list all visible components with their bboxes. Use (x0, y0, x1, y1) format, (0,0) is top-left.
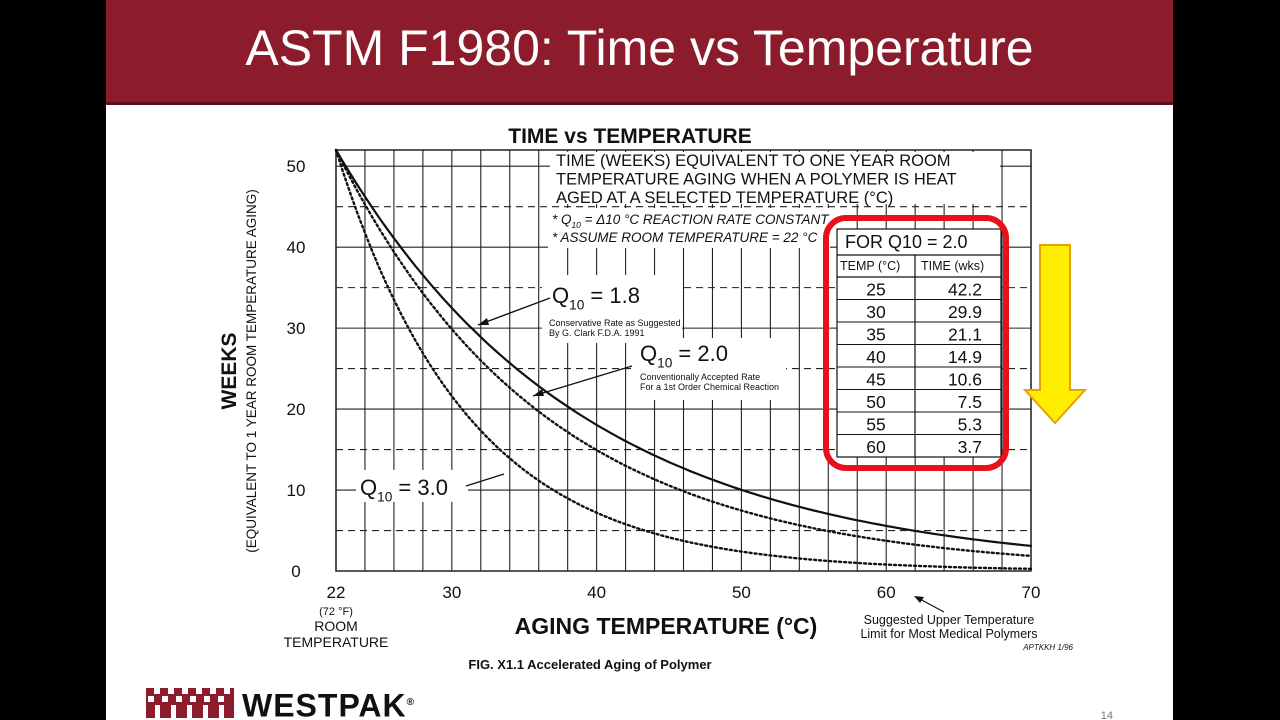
page-number: 14 (1100, 710, 1113, 720)
series-label-box (542, 275, 682, 343)
description-box (550, 152, 1000, 204)
description-line: TIME (WEEKS) EQUIVALENT TO ONE YEAR ROOM (556, 152, 951, 170)
arrow-q20 (532, 365, 633, 397)
y-tick-label: 30 (287, 319, 306, 338)
series-line-1 (334, 148, 1033, 558)
table-cell-time: 14.9 (948, 347, 982, 367)
table-cell-time: 7.5 (958, 392, 982, 412)
chart-annotations: TIME vs TEMPERATURE AGING TEMPERATURE (°C… (218, 125, 1074, 672)
series-label-q18: Q10 = 1.8 (552, 283, 640, 313)
table-cell-temp: 40 (866, 347, 886, 367)
x-tick-label: 22 (327, 583, 346, 602)
table-cell-temp: 45 (866, 370, 885, 390)
figure-caption: FIG. X1.1 Accelerated Aging of Polymer (468, 657, 711, 672)
series-note-q20: Conventionally Accepted Rate (640, 372, 760, 382)
table-cell-time: 29.9 (948, 302, 982, 322)
chart-table: FOR Q10 = 2.0 TEMP (°C) TIME (wks) 25 42.2 30… (823, 215, 1088, 471)
logo-text: WESTPAK® (242, 686, 415, 720)
logo-wordmark: WESTPAK (242, 687, 407, 720)
x-tick-label: 30 (442, 583, 461, 602)
x-room-temp-note: TEMPERATURE (284, 634, 389, 650)
slide: ASTM F1980: Time vs Temperature 22 30 40 50… (106, 0, 1173, 720)
x-tick-label: 40 (587, 583, 606, 602)
arrow-q30 (465, 473, 505, 487)
upper-limit-note: Limit for Most Medical Polymers (860, 627, 1037, 641)
table-cell-time: 10.6 (948, 370, 982, 390)
title-bar: ASTM F1980: Time vs Temperature (106, 0, 1173, 105)
series-label-box (636, 338, 786, 400)
table-cell-time: 3.7 (958, 437, 982, 457)
table-header-temp: TEMP (°C) (840, 259, 900, 273)
upper-limit-note: Suggested Upper Temperature (864, 613, 1035, 627)
assumption-line: * Q10 = Δ10 °C REACTION RATE CONSTANT (552, 212, 830, 230)
arrowhead-q18 (478, 318, 489, 325)
plot-frame (335, 149, 1032, 572)
series-label-q30: Q10 = 3.0 (360, 475, 448, 505)
table-cell-temp: 60 (866, 437, 886, 457)
chart: 22 30 40 50 60 70 0 10 20 30 40 50 TIME vs TEMPERAT… (218, 125, 1088, 672)
series-note-q18: Conservative Rate as Suggested (549, 318, 681, 328)
table-title: FOR Q10 = 2.0 (845, 232, 968, 252)
y-tick-label: 0 (291, 562, 300, 581)
y-tick-label: 50 (287, 157, 306, 176)
table-header-time: TIME (wks) (921, 259, 984, 273)
y-tick-label: 10 (287, 481, 306, 500)
table-cell-temp: 50 (866, 392, 886, 412)
description-line: TEMPERATURE AGING WHEN A POLYMER IS HEAT (556, 171, 957, 189)
description-line: AGED AT A SELECTED TEMPERATURE (°C) (556, 189, 893, 207)
upper-limit-arrowhead (914, 596, 924, 603)
upper-limit-arrow (917, 597, 945, 613)
table-cell-temp: 35 (866, 325, 885, 345)
y-tick-label: 40 (287, 238, 306, 257)
series-label-box (356, 470, 468, 502)
series-line-2 (334, 148, 1033, 570)
table-cell-time: 5.3 (958, 415, 982, 435)
figure-code: APTKKH 1/96 (1022, 643, 1073, 652)
assumption-box (548, 208, 830, 248)
x-tick-label: 60 (877, 583, 896, 602)
registered-mark: ® (406, 697, 415, 708)
x-tick-label: 70 (1022, 583, 1041, 602)
assumption-line: * ASSUME ROOM TEMPERATURE = 22 °C (552, 230, 818, 245)
x-axis-label: AGING TEMPERATURE (°C) (515, 613, 818, 639)
logo-mark-icon (146, 688, 234, 718)
slide-title: ASTM F1980: Time vs Temperature (245, 20, 1034, 76)
arrowhead-q20 (533, 389, 544, 396)
highlight-box (823, 215, 1009, 471)
x-room-temp-note: (72 °F) (319, 606, 353, 618)
table-cell-time: 42.2 (948, 280, 982, 300)
table-cell-temp: 55 (866, 415, 885, 435)
chart-title: TIME vs TEMPERATURE (508, 125, 751, 148)
y-tick-label: 20 (287, 400, 306, 419)
series-note-q18: By G. Clark F.D.A. 1991 (549, 328, 645, 338)
table-cell-time: 21.1 (948, 325, 982, 345)
y-axis-sublabel: (EQUIVALENT TO 1 YEAR ROOM TEMPERATURE A… (244, 189, 259, 553)
series-label-q20: Q10 = 2.0 (640, 341, 728, 371)
chart-curves (334, 148, 1033, 570)
series-note-q20: For a 1st Order Chemical Reaction (640, 382, 779, 392)
series-line-0 (334, 148, 1033, 547)
table-cell-temp: 30 (866, 302, 886, 322)
x-room-temp-note: ROOM (314, 618, 358, 634)
table-cell-temp: 25 (866, 280, 885, 300)
down-arrow-icon (1022, 244, 1088, 425)
arrow-q18 (477, 297, 551, 326)
chart-ticks: 22 30 40 50 60 70 0 10 20 30 40 50 (287, 157, 1041, 602)
x-tick-label: 50 (732, 583, 751, 602)
table-frame (836, 228, 1002, 458)
y-axis-label: WEEKS (218, 332, 241, 409)
